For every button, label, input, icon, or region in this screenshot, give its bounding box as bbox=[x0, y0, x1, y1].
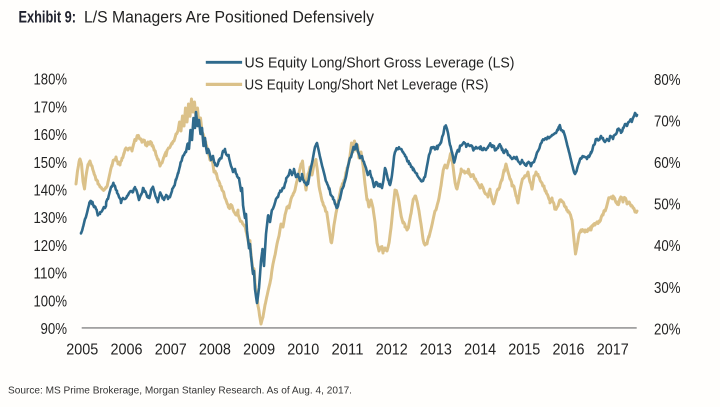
svg-text:2014: 2014 bbox=[464, 342, 496, 359]
svg-text:110%: 110% bbox=[34, 266, 68, 283]
svg-text:2011: 2011 bbox=[332, 342, 364, 359]
svg-text:2017: 2017 bbox=[597, 342, 629, 359]
svg-text:US Equity Long/Short Gross Lev: US Equity Long/Short Gross Leverage (LS) bbox=[245, 55, 515, 71]
svg-text:60%: 60% bbox=[654, 155, 681, 172]
svg-text:170%: 170% bbox=[34, 99, 68, 116]
svg-text:2016: 2016 bbox=[553, 342, 585, 359]
svg-text:30%: 30% bbox=[654, 280, 681, 297]
svg-text:180%: 180% bbox=[34, 72, 68, 89]
svg-text:Exhibit 9:: Exhibit 9: bbox=[19, 9, 77, 27]
svg-text:50%: 50% bbox=[654, 197, 681, 214]
svg-text:150%: 150% bbox=[34, 155, 68, 172]
svg-text:130%: 130% bbox=[34, 210, 68, 227]
svg-text:2013: 2013 bbox=[420, 342, 452, 359]
svg-text:2009: 2009 bbox=[243, 342, 275, 359]
svg-text:US Equity Long/Short Net Lever: US Equity Long/Short Net Leverage (RS) bbox=[245, 77, 489, 93]
svg-text:80%: 80% bbox=[654, 72, 681, 89]
svg-text:L/S Managers Are Positioned De: L/S Managers Are Positioned Defensively bbox=[84, 9, 375, 27]
svg-text:Source: MS Prime Brokerage, Mo: Source: MS Prime Brokerage, Morgan Stanl… bbox=[8, 386, 352, 397]
svg-text:2008: 2008 bbox=[199, 342, 231, 359]
svg-text:70%: 70% bbox=[654, 114, 681, 131]
svg-text:20%: 20% bbox=[654, 321, 681, 338]
svg-text:2015: 2015 bbox=[508, 342, 540, 359]
svg-text:140%: 140% bbox=[34, 183, 68, 200]
svg-text:100%: 100% bbox=[34, 293, 68, 310]
svg-text:160%: 160% bbox=[34, 127, 68, 144]
svg-text:40%: 40% bbox=[654, 238, 681, 255]
svg-text:2006: 2006 bbox=[111, 342, 143, 359]
svg-text:120%: 120% bbox=[34, 238, 68, 255]
svg-text:2005: 2005 bbox=[66, 342, 98, 359]
svg-text:2010: 2010 bbox=[287, 342, 319, 359]
svg-text:2012: 2012 bbox=[376, 342, 408, 359]
svg-text:90%: 90% bbox=[41, 321, 68, 338]
svg-text:2007: 2007 bbox=[155, 342, 187, 359]
